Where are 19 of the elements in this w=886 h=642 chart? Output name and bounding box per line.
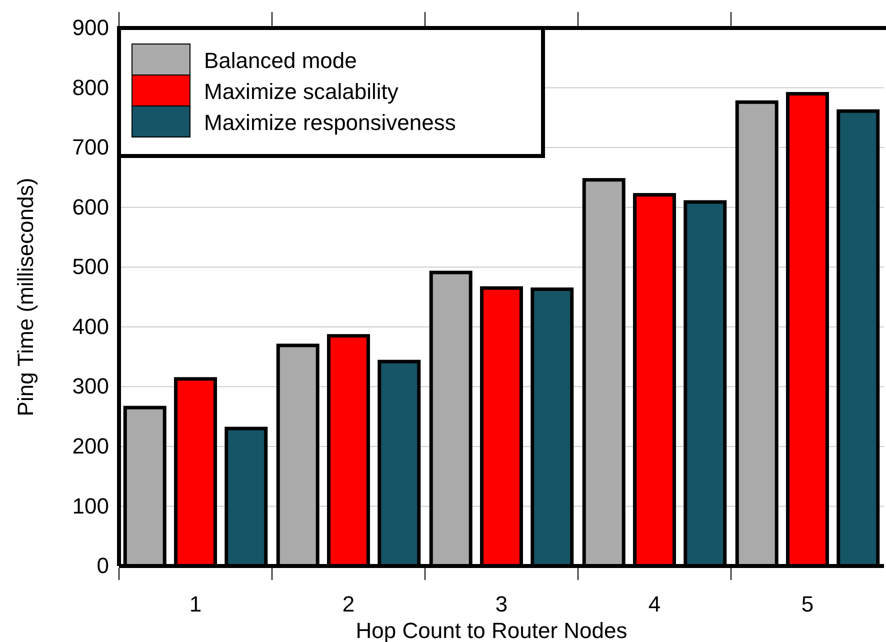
- x-tick-label: 5: [801, 592, 814, 617]
- x-tick-label: 1: [189, 592, 202, 617]
- legend-label: Balanced mode: [204, 48, 357, 73]
- y-tick-label: 300: [72, 374, 109, 399]
- y-tick-label: 600: [72, 194, 109, 220]
- y-tick-label: 700: [72, 134, 109, 160]
- y-axis-title: Ping Time (milliseconds): [13, 178, 38, 416]
- y-tick-label: 100: [72, 493, 109, 518]
- y-tick-label: 900: [72, 15, 109, 40]
- legend-label: Maximize responsiveness: [204, 110, 456, 135]
- y-tick-label: 0: [96, 553, 109, 578]
- y-tick-label: 200: [72, 433, 109, 458]
- legend-label: Maximize scalability: [204, 79, 398, 104]
- y-tick-label: 800: [72, 74, 109, 100]
- x-tick-label: 3: [495, 592, 508, 617]
- x-tick-label: 4: [648, 592, 661, 617]
- y-tick-label: 500: [72, 254, 109, 280]
- y-tick-label: 400: [72, 314, 109, 339]
- x-tick-label: 2: [342, 592, 355, 617]
